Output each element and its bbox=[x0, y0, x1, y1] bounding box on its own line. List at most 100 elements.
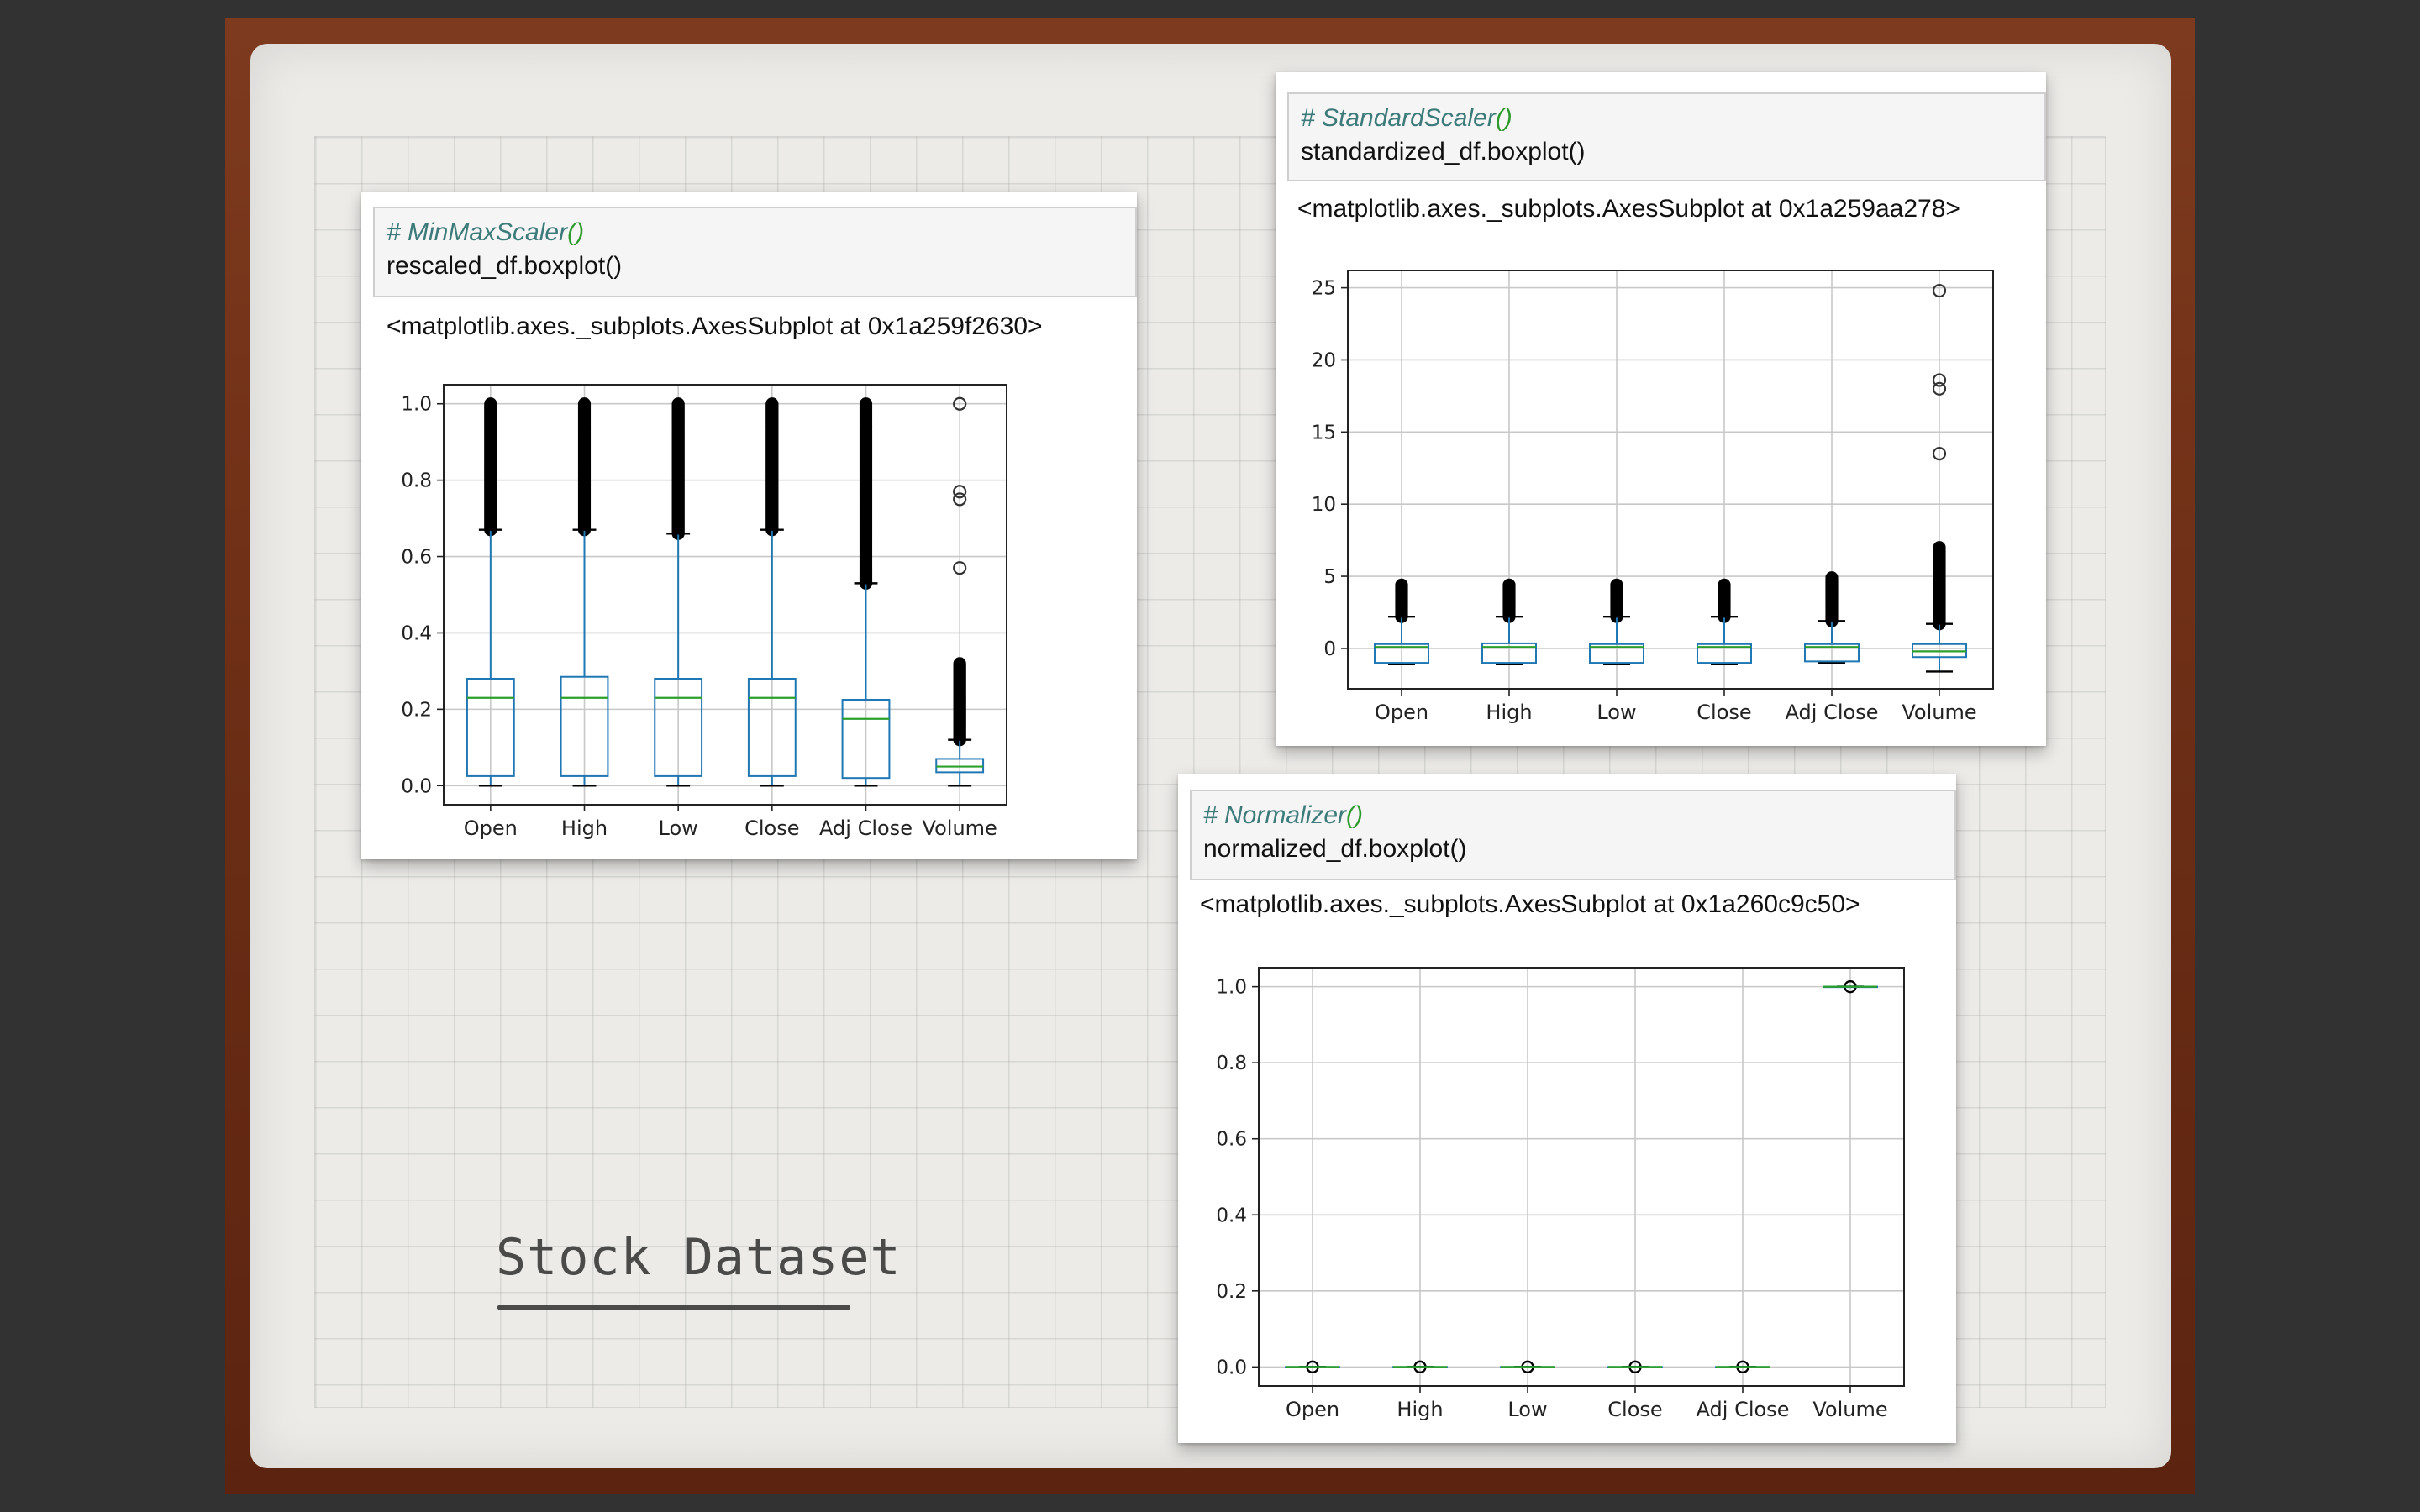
minmax-output: <matplotlib.axes._subplots.AxesSubplot a… bbox=[387, 312, 1043, 340]
x-tick-label: Volume bbox=[1902, 701, 1976, 724]
flier-point bbox=[1395, 578, 1408, 591]
flier-point bbox=[1718, 578, 1731, 591]
y-tick-label: 10 bbox=[1312, 494, 1336, 516]
flier-point bbox=[671, 397, 685, 411]
x-tick-label: Open bbox=[1375, 701, 1428, 724]
x-tick-label: Open bbox=[1286, 1398, 1339, 1421]
flier-point bbox=[484, 397, 497, 411]
box-iqr bbox=[1374, 643, 1429, 664]
box-adj-close bbox=[1715, 1360, 1770, 1373]
x-tick-label: Low bbox=[1597, 701, 1636, 724]
flier-point bbox=[953, 485, 967, 499]
box-iqr bbox=[841, 699, 891, 780]
standard-output: <matplotlib.axes._subplots.AxesSubplot a… bbox=[1297, 195, 1960, 223]
box-iqr bbox=[1481, 642, 1537, 664]
x-tick-label: Adj Close bbox=[819, 816, 913, 840]
axes-frame bbox=[443, 384, 1007, 806]
y-tick-label: 0.4 bbox=[1216, 1205, 1247, 1226]
flier-point bbox=[1825, 571, 1839, 585]
y-tick-label: 0.6 bbox=[401, 547, 432, 569]
flier-point bbox=[577, 397, 592, 411]
standard-code: standardized_df.boxplot() bbox=[1301, 138, 1586, 165]
box-iqr bbox=[1589, 643, 1644, 664]
minmax-boxplot: 0.0 0.2 0.4 0.6 0.8 1.0 Open High Low Close Adj Cl… bbox=[401, 384, 1007, 840]
normalizer-code: normalized_df.boxplot() bbox=[1203, 835, 1467, 863]
box-open bbox=[1374, 578, 1429, 666]
y-tick-label: 25 bbox=[1312, 278, 1336, 300]
box-iqr bbox=[1697, 643, 1752, 664]
box-iqr bbox=[560, 675, 609, 777]
flier-point bbox=[1502, 578, 1516, 591]
box-iqr bbox=[747, 678, 797, 777]
box-open bbox=[466, 397, 515, 787]
flier-point bbox=[953, 492, 967, 507]
y-tick-label: 1.0 bbox=[1216, 977, 1247, 999]
normalizer-boxplot: 0.0 0.2 0.4 0.6 0.8 1.0 Open High Low Close Adj Cl… bbox=[1216, 967, 1905, 1421]
y-tick-label: 0 bbox=[1323, 638, 1336, 660]
x-tick-label: High bbox=[1397, 1398, 1443, 1421]
box-close bbox=[747, 397, 797, 787]
y-tick-label: 1.0 bbox=[401, 394, 432, 416]
flier-point bbox=[1932, 446, 1947, 461]
normalizer-code-cell[interactable]: # Normalizer() normalized_df.boxplot() bbox=[1190, 790, 1956, 880]
slide-title-wrap: Stock Dataset bbox=[496, 1228, 902, 1310]
minmax-code-cell[interactable]: # MinMaxScaler() rescaled_df.boxplot() bbox=[373, 207, 1137, 297]
box-volume bbox=[935, 396, 985, 787]
box-volume bbox=[1823, 980, 1878, 994]
x-tick-label: Close bbox=[1607, 1398, 1662, 1421]
y-tick-label: 15 bbox=[1312, 422, 1336, 444]
box-adj-close bbox=[841, 397, 891, 787]
x-tick-label: Close bbox=[744, 816, 799, 840]
box-low bbox=[1500, 1360, 1555, 1373]
flier-point bbox=[1932, 381, 1947, 396]
title-underline bbox=[497, 1305, 850, 1310]
x-tick-label: Volume bbox=[1812, 1398, 1887, 1421]
normalizer-comment: # Normalizer() bbox=[1203, 801, 1364, 829]
box-iqr bbox=[935, 758, 985, 774]
box-adj-close bbox=[1804, 571, 1860, 664]
flier-point bbox=[953, 561, 967, 575]
flier-point bbox=[765, 397, 779, 411]
box-low bbox=[1589, 578, 1644, 666]
standard-code-cell[interactable]: # StandardScaler() standardized_df.boxpl… bbox=[1287, 92, 2046, 181]
flier-point bbox=[1932, 283, 1947, 298]
standard-boxplot: 0 5 10 15 20 25 Open High Low Close Adj Close Volum… bbox=[1312, 270, 1994, 724]
flier-point bbox=[1933, 541, 1946, 554]
x-tick-label: Adj Close bbox=[1697, 1398, 1790, 1421]
x-tick-label: Low bbox=[659, 816, 698, 840]
flier-point bbox=[953, 396, 967, 411]
minmax-code: rescaled_df.boxplot() bbox=[387, 252, 623, 280]
y-tick-label: 0.2 bbox=[401, 699, 432, 721]
y-tick-label: 0.0 bbox=[1216, 1357, 1247, 1378]
x-tick-label: Open bbox=[464, 816, 518, 840]
x-tick-label: High bbox=[561, 816, 608, 840]
y-tick-label: 0.4 bbox=[401, 622, 432, 644]
box-iqr bbox=[466, 678, 515, 777]
axes-frame bbox=[1347, 270, 1994, 690]
standard-card: # StandardScaler() standardized_df.boxpl… bbox=[1276, 72, 2046, 746]
y-tick-label: 0.8 bbox=[401, 470, 432, 492]
normalizer-card: # Normalizer() normalized_df.boxplot() <… bbox=[1178, 774, 1956, 1443]
flier-point bbox=[1610, 578, 1623, 591]
x-tick-label: High bbox=[1486, 701, 1532, 724]
slide-title: Stock Dataset bbox=[496, 1228, 902, 1287]
box-high bbox=[1481, 578, 1537, 666]
minmax-card: # MinMaxScaler() rescaled_df.boxplot() <… bbox=[361, 192, 1137, 859]
minmax-comment: # MinMaxScaler() bbox=[387, 218, 585, 246]
x-tick-label: Low bbox=[1507, 1398, 1547, 1421]
box-high bbox=[1392, 1360, 1448, 1373]
flier-point bbox=[1932, 373, 1947, 387]
x-tick-label: Volume bbox=[923, 816, 997, 840]
box-iqr bbox=[654, 678, 703, 777]
box-open bbox=[1285, 1360, 1340, 1373]
x-tick-label: Close bbox=[1697, 701, 1751, 724]
box-volume bbox=[1912, 283, 1967, 673]
y-tick-label: 0.8 bbox=[1216, 1053, 1247, 1074]
box-low bbox=[654, 397, 703, 787]
flier-point bbox=[953, 657, 966, 670]
y-tick-label: 0.6 bbox=[1216, 1129, 1247, 1151]
box-close bbox=[1607, 1360, 1663, 1373]
y-tick-label: 0.2 bbox=[1216, 1281, 1247, 1303]
axes-frame bbox=[1258, 967, 1905, 1387]
flier-point bbox=[859, 397, 873, 411]
